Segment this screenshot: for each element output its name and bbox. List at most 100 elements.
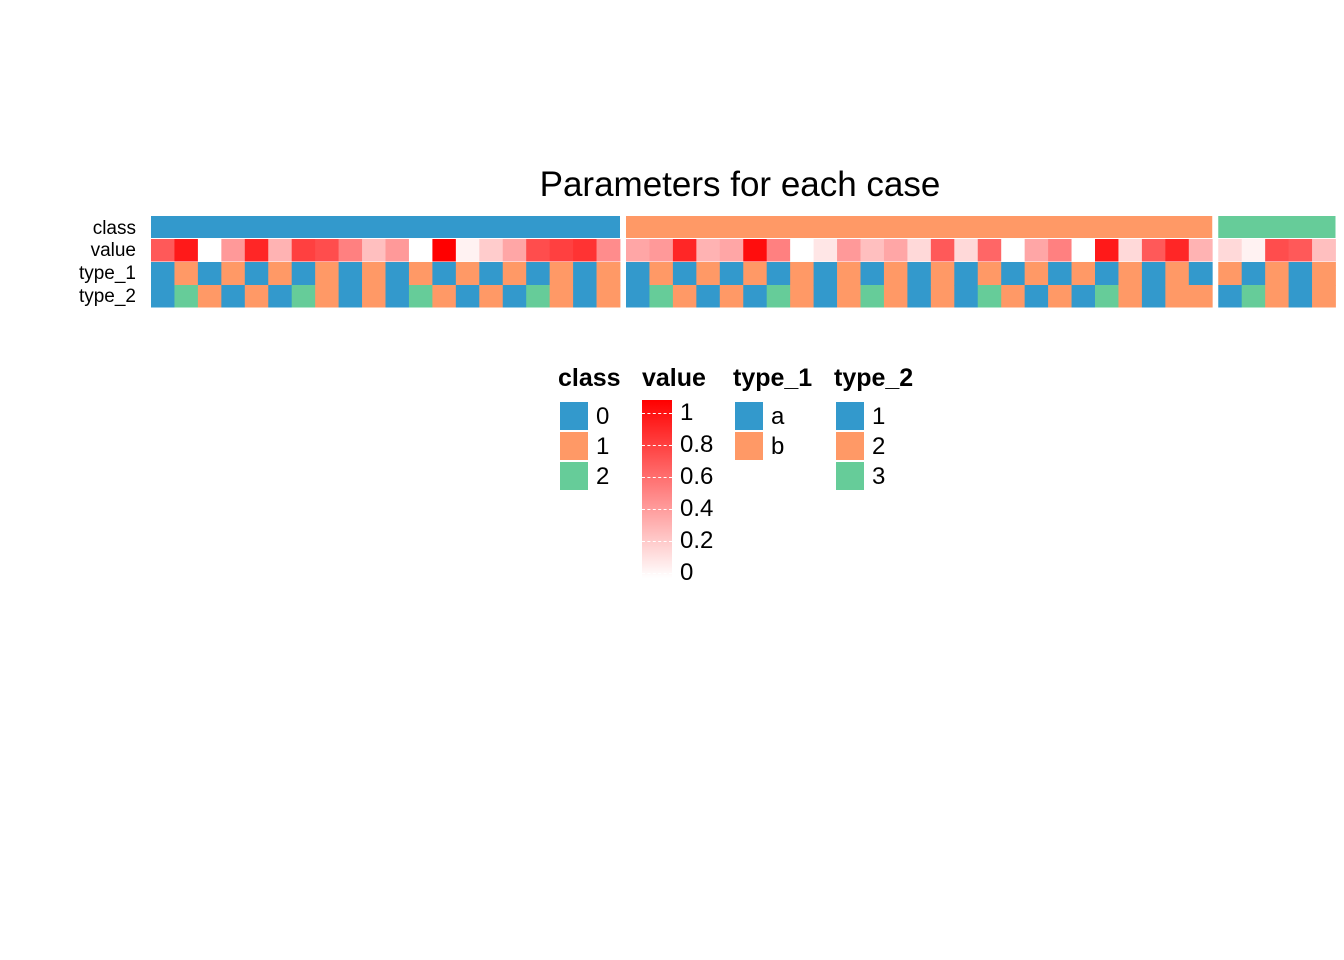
type-1-cell xyxy=(315,262,339,286)
value-cell xyxy=(1312,239,1336,262)
class-cell xyxy=(626,216,1213,238)
value-cell xyxy=(766,239,791,262)
type-2-cell xyxy=(954,285,979,308)
value-cell xyxy=(883,239,908,262)
value-cell xyxy=(479,239,504,262)
gradient-tick-label: 0 xyxy=(680,559,694,586)
type-1-cell xyxy=(977,262,1002,286)
value-cell xyxy=(174,239,199,262)
value-cell xyxy=(1001,239,1026,262)
type-1-cell xyxy=(362,262,386,286)
type-1-cell xyxy=(268,262,293,286)
gradient-tick xyxy=(642,413,672,414)
value-cell xyxy=(432,239,457,262)
legend-swatch xyxy=(560,462,588,490)
type-1-cell xyxy=(174,262,199,286)
type-2-cell xyxy=(596,285,621,308)
chart-title: Parameters for each case xyxy=(539,165,941,204)
value-cell xyxy=(291,239,316,262)
value-cell xyxy=(268,239,293,262)
value-cell xyxy=(408,239,433,262)
type-1-cell xyxy=(813,262,838,286)
legend-swatch xyxy=(836,462,864,490)
type-1-cell xyxy=(1095,262,1119,286)
gradient-tick xyxy=(642,541,672,542)
type-1-cell xyxy=(1024,262,1049,286)
legend-swatch xyxy=(836,432,864,460)
value-cell xyxy=(626,239,650,262)
type-2-cell xyxy=(221,285,246,308)
type-2-cell xyxy=(1288,285,1313,308)
value-cell xyxy=(1048,239,1072,262)
type-2-cell xyxy=(1165,285,1190,308)
type-1-cell xyxy=(197,262,222,286)
type-1-cell xyxy=(1141,262,1166,286)
type-2-cell xyxy=(1024,285,1049,308)
legend-swatch xyxy=(560,432,588,460)
value-cell xyxy=(362,239,386,262)
value-cell xyxy=(526,239,551,262)
type-2-cell xyxy=(151,285,175,308)
type-2-cell xyxy=(672,285,697,308)
legend-title-class: class xyxy=(558,364,621,392)
type-2-cell xyxy=(408,285,433,308)
value-cell xyxy=(1188,239,1213,262)
legend-title-value: value xyxy=(642,364,706,392)
legend-type-1: type_1 a b xyxy=(733,364,813,460)
legend-type-2: type_2 1 2 3 xyxy=(834,364,913,490)
value-cell xyxy=(672,239,697,262)
row-label-value: value xyxy=(90,240,136,261)
legend-swatch xyxy=(560,402,588,430)
gradient-tick xyxy=(642,573,672,574)
type-2-cell xyxy=(479,285,504,308)
type-1-cell xyxy=(1241,262,1266,286)
value-cell xyxy=(649,239,674,262)
type-1-cell xyxy=(432,262,457,286)
type-1-cell xyxy=(1071,262,1096,286)
type-2-cell xyxy=(455,285,480,308)
type-2-cell xyxy=(1218,285,1243,308)
row-label-type-2: type_2 xyxy=(78,286,136,307)
value-cell xyxy=(1024,239,1049,262)
legend-label: 0 xyxy=(596,403,610,430)
value-cell xyxy=(860,239,885,262)
value-cell xyxy=(954,239,979,262)
value-cell xyxy=(221,239,246,262)
type-1-cell xyxy=(596,262,621,286)
value-cell xyxy=(1288,239,1313,262)
type-1-cell xyxy=(626,262,650,286)
type-1-cell xyxy=(672,262,697,286)
type-2-cell xyxy=(977,285,1002,308)
type-1-cell xyxy=(502,262,527,286)
value-cell xyxy=(977,239,1002,262)
type-1-cell xyxy=(1218,262,1243,286)
type-2-cell xyxy=(362,285,386,308)
value-cell xyxy=(1218,239,1243,262)
value-cell xyxy=(1165,239,1190,262)
legend-label: b xyxy=(771,433,785,460)
type-2-cell xyxy=(790,285,814,308)
type-1-cell xyxy=(549,262,574,286)
type-1-cell xyxy=(526,262,551,286)
type-1-cell xyxy=(479,262,504,286)
value-cell xyxy=(719,239,744,262)
value-cell xyxy=(197,239,222,262)
type-2-cell xyxy=(813,285,838,308)
gradient-tick-label: 1 xyxy=(680,399,694,426)
type-1-cell xyxy=(883,262,908,286)
type-1-cell xyxy=(837,262,861,286)
value-cell xyxy=(1241,239,1266,262)
type-1-cell xyxy=(954,262,979,286)
value-cell xyxy=(813,239,838,262)
type-2-cell xyxy=(244,285,269,308)
type-2-cell xyxy=(860,285,885,308)
type-2-cell xyxy=(907,285,932,308)
type-1-cell xyxy=(1188,262,1213,286)
value-cell xyxy=(151,239,175,262)
row-label-type-1: type_1 xyxy=(78,263,136,284)
value-cell xyxy=(1141,239,1166,262)
legend-title-type-1: type_1 xyxy=(733,364,813,392)
legend-value: value 1 0.8 0.6 0.4 0.2 0 xyxy=(642,364,713,586)
legend-swatch xyxy=(735,432,763,460)
